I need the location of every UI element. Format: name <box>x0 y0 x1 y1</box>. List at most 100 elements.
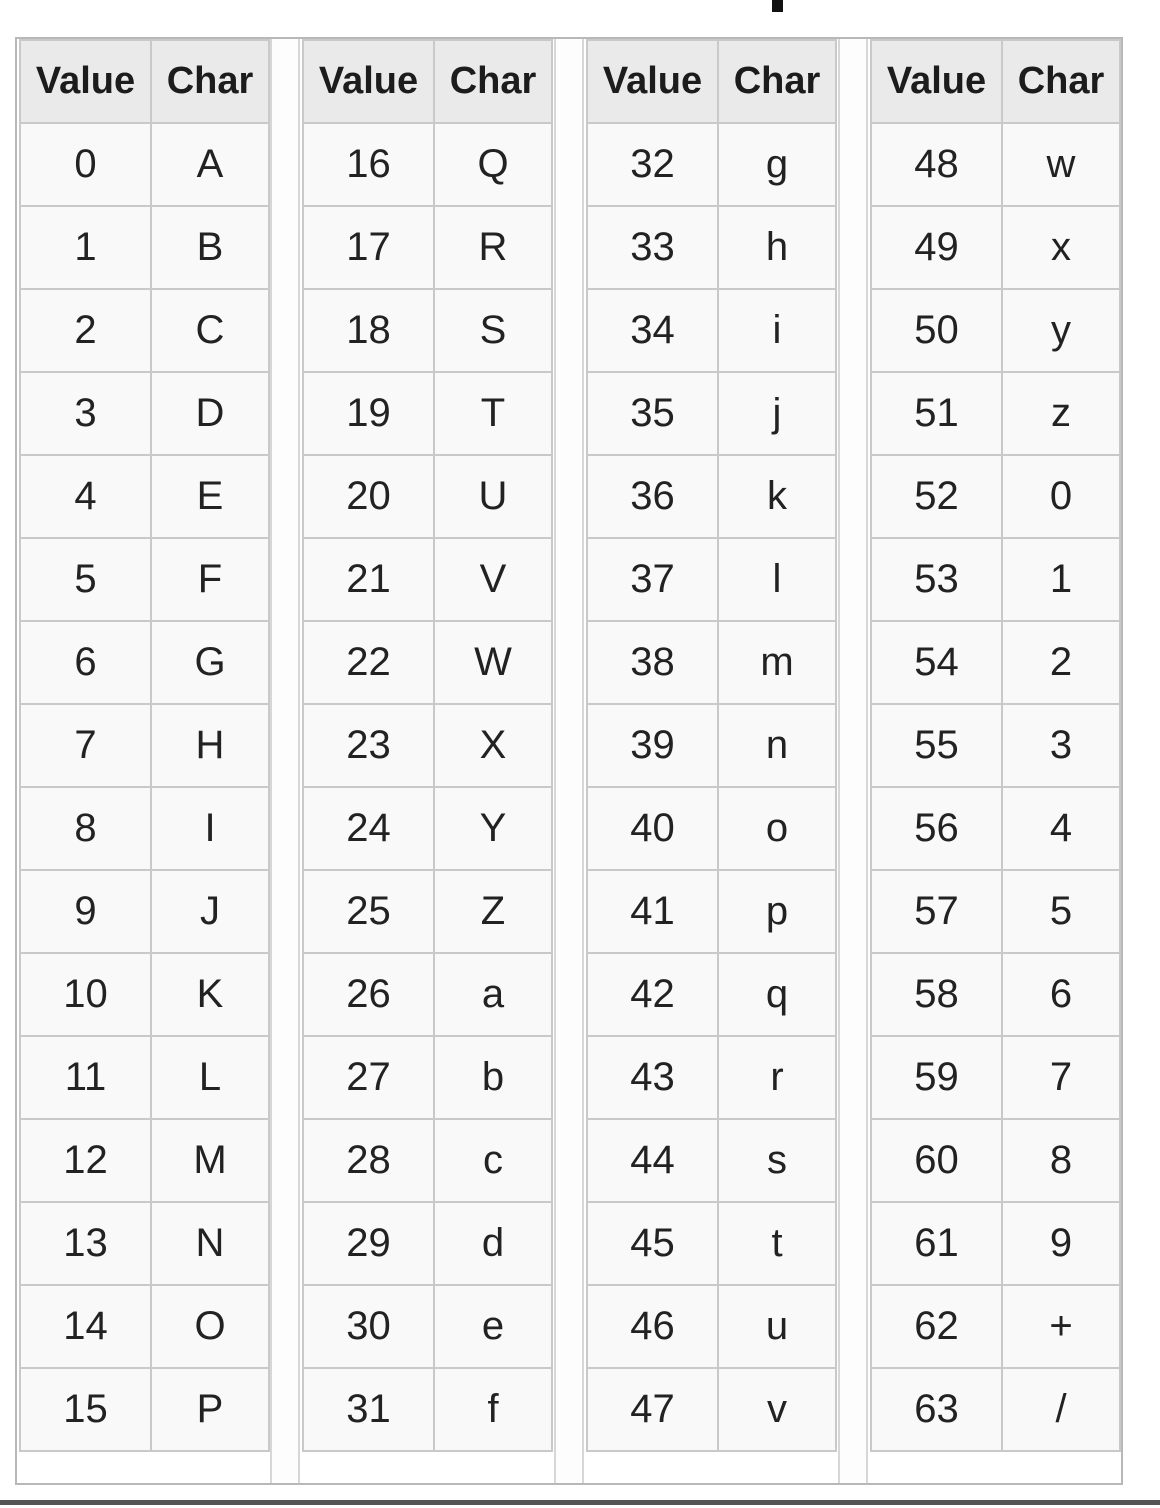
char-cell: l <box>717 537 837 622</box>
column-group-3: Value Char 32 g 33 h 34 i 35 j 36 k 37 l 38 m 39 n 40 o 41 p 4… <box>586 39 837 1483</box>
table-row: 16 Q <box>302 122 553 207</box>
cropped-title-fragment <box>772 0 783 12</box>
char-cell: 3 <box>1001 703 1121 788</box>
value-cell: 8 <box>19 786 152 871</box>
value-cell: 54 <box>870 620 1003 705</box>
char-cell: S <box>433 288 553 373</box>
header-row: Value Char <box>870 39 1121 124</box>
value-cell: 49 <box>870 205 1003 290</box>
value-cell: 23 <box>302 703 435 788</box>
value-cell: 31 <box>302 1367 435 1452</box>
value-cell: 27 <box>302 1035 435 1120</box>
char-cell: 6 <box>1001 952 1121 1037</box>
table-row: 21 V <box>302 537 553 622</box>
char-cell: j <box>717 371 837 456</box>
value-char-table: Value Char 32 g 33 h 34 i 35 j 36 k 37 l 38 m 39 n 40 o 41 p 4… <box>586 39 837 1452</box>
bottom-divider <box>0 1500 1160 1505</box>
value-cell: 21 <box>302 537 435 622</box>
char-cell: K <box>150 952 270 1037</box>
table-row: 11 L <box>19 1035 270 1120</box>
value-cell: 45 <box>586 1201 719 1286</box>
value-char-table: Value Char 48 w 49 x 50 y 51 z 52 0 53 1 54 2 55 3 56 4 57 5 5… <box>870 39 1121 1452</box>
char-cell: e <box>433 1284 553 1369</box>
header-row: Value Char <box>586 39 837 124</box>
value-column-header: Value <box>19 39 152 124</box>
table-row: 18 S <box>302 288 553 373</box>
table-row: 10 K <box>19 952 270 1037</box>
char-cell: C <box>150 288 270 373</box>
char-cell: s <box>717 1118 837 1203</box>
table-row: 44 s <box>586 1118 837 1203</box>
char-cell: A <box>150 122 270 207</box>
value-cell: 15 <box>19 1367 152 1452</box>
value-cell: 19 <box>302 371 435 456</box>
value-cell: 34 <box>586 288 719 373</box>
value-cell: 46 <box>586 1284 719 1369</box>
table-row: 46 u <box>586 1284 837 1369</box>
value-cell: 57 <box>870 869 1003 954</box>
table-row: 17 R <box>302 205 553 290</box>
table-row: 51 z <box>870 371 1121 456</box>
table-row: 29 d <box>302 1201 553 1286</box>
table-row: 53 1 <box>870 537 1121 622</box>
char-cell: L <box>150 1035 270 1120</box>
header-row: Value Char <box>302 39 553 124</box>
table-row: 50 y <box>870 288 1121 373</box>
char-cell: T <box>433 371 553 456</box>
table-row: 42 q <box>586 952 837 1037</box>
table-row: 47 v <box>586 1367 837 1452</box>
char-cell: 5 <box>1001 869 1121 954</box>
value-char-table: Value Char 0 A 1 B 2 C 3 D 4 E 5 F 6 G 7 H 8 I 9 J 10 K 11 L 12 M 13… <box>19 39 270 1452</box>
char-column-header: Char <box>1001 39 1121 124</box>
value-cell: 52 <box>870 454 1003 539</box>
char-cell: N <box>150 1201 270 1286</box>
char-cell: E <box>150 454 270 539</box>
table-row: 59 7 <box>870 1035 1121 1120</box>
char-cell: J <box>150 869 270 954</box>
table-row: 13 N <box>19 1201 270 1286</box>
char-cell: g <box>717 122 837 207</box>
char-column-header: Char <box>433 39 553 124</box>
char-cell: m <box>717 620 837 705</box>
column-group-separator <box>554 39 584 1483</box>
table-row: 60 8 <box>870 1118 1121 1203</box>
value-cell: 18 <box>302 288 435 373</box>
column-group-separator <box>270 39 300 1483</box>
value-column-header: Value <box>870 39 1003 124</box>
char-cell: 4 <box>1001 786 1121 871</box>
value-cell: 35 <box>586 371 719 456</box>
value-cell: 22 <box>302 620 435 705</box>
table-row: 30 e <box>302 1284 553 1369</box>
char-cell: z <box>1001 371 1121 456</box>
table-row: 40 o <box>586 786 837 871</box>
value-cell: 50 <box>870 288 1003 373</box>
char-cell: V <box>433 537 553 622</box>
value-cell: 26 <box>302 952 435 1037</box>
table-row: 36 k <box>586 454 837 539</box>
value-cell: 14 <box>19 1284 152 1369</box>
table-row: 62 + <box>870 1284 1121 1369</box>
value-cell: 6 <box>19 620 152 705</box>
char-cell: Z <box>433 869 553 954</box>
value-cell: 1 <box>19 205 152 290</box>
table-row: 23 X <box>302 703 553 788</box>
column-group-1: Value Char 0 A 1 B 2 C 3 D 4 E 5 F 6 G 7 H 8 I 9 J 10 K 11 L 12 M 13… <box>19 39 270 1483</box>
value-cell: 2 <box>19 288 152 373</box>
value-cell: 33 <box>586 205 719 290</box>
value-cell: 53 <box>870 537 1003 622</box>
table-row: 56 4 <box>870 786 1121 871</box>
column-group-4: Value Char 48 w 49 x 50 y 51 z 52 0 53 1 54 2 55 3 56 4 57 5 5… <box>870 39 1121 1483</box>
char-cell: t <box>717 1201 837 1286</box>
value-cell: 30 <box>302 1284 435 1369</box>
char-cell: Y <box>433 786 553 871</box>
char-cell: y <box>1001 288 1121 373</box>
value-cell: 61 <box>870 1201 1003 1286</box>
value-cell: 11 <box>19 1035 152 1120</box>
char-cell: D <box>150 371 270 456</box>
value-cell: 5 <box>19 537 152 622</box>
table-row: 20 U <box>302 454 553 539</box>
table-row: 63/ <box>870 1367 1121 1452</box>
